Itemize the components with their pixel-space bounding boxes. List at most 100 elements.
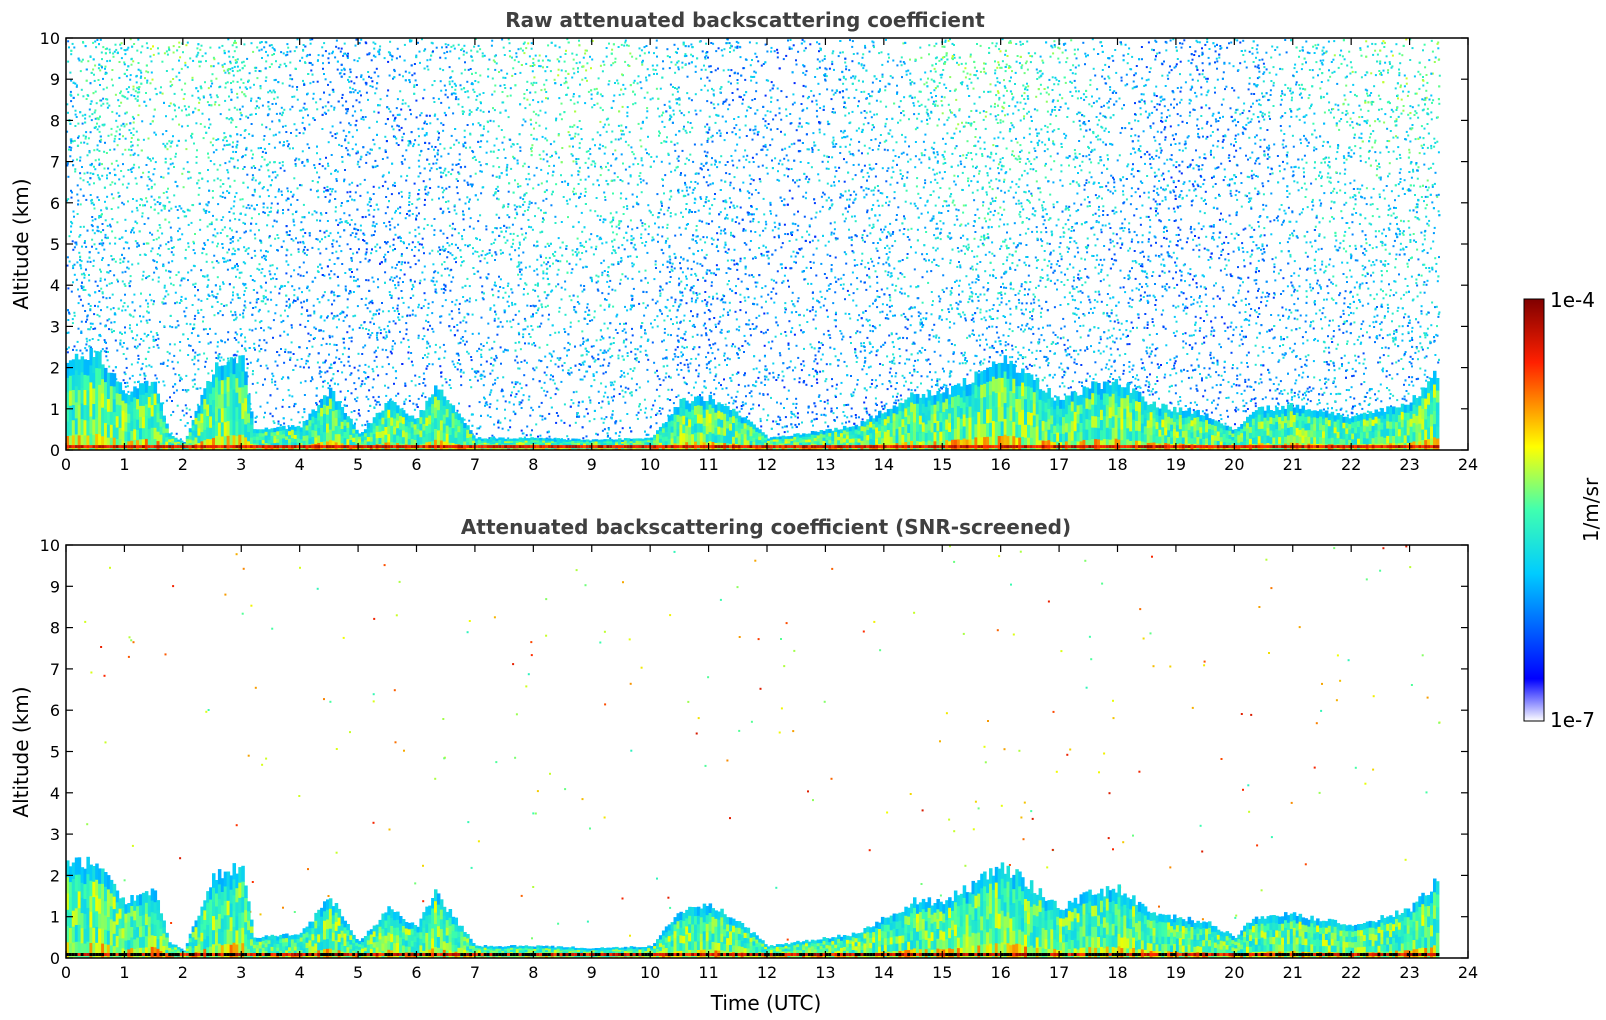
noise-pixel [1148, 333, 1151, 336]
noise-pixel [77, 122, 80, 125]
noise-pixel [450, 268, 453, 271]
noise-pixel [1277, 383, 1280, 386]
noise-pixel [1420, 305, 1423, 308]
noise-pixel [670, 170, 673, 173]
noise-pixel [171, 68, 174, 71]
noise-pixel [1283, 133, 1286, 135]
noise-pixel [1266, 291, 1269, 294]
noise-pixel [903, 384, 906, 387]
noise-pixel [70, 189, 72, 192]
noise-pixel [1331, 216, 1334, 218]
noise-pixel [726, 42, 729, 45]
noise-pixel [513, 386, 516, 389]
noise-pixel [748, 174, 751, 177]
noise-pixel [826, 399, 829, 402]
noise-pixel [249, 86, 252, 89]
noise-pixel [714, 323, 717, 326]
noise-pixel [1177, 400, 1180, 403]
noise-pixel [1324, 51, 1327, 54]
noise-pixel [806, 97, 809, 100]
noise-pixel [301, 306, 304, 309]
noise-pixel [677, 340, 680, 343]
noise-pixel [177, 271, 180, 274]
noise-pixel [229, 242, 232, 244]
noise-pixel [531, 409, 534, 412]
noise-pixel [751, 407, 754, 410]
noise-pixel [930, 219, 933, 222]
noise-pixel [102, 46, 105, 49]
noise-pixel [455, 96, 458, 99]
noise-pixel [983, 238, 986, 241]
noise-pixel [1026, 322, 1029, 325]
noise-pixel [599, 165, 602, 168]
noise-pixel [177, 324, 180, 327]
noise-pixel [178, 106, 180, 109]
noise-pixel [390, 193, 393, 196]
noise-pixel [1228, 160, 1231, 162]
noise-pixel [765, 79, 768, 82]
noise-pixel [89, 260, 92, 263]
noise-pixel [288, 298, 290, 301]
noise-pixel [1321, 260, 1324, 263]
noise-pixel [765, 331, 767, 334]
noise-pixel [850, 283, 853, 286]
noise-pixel [398, 73, 401, 76]
noise-pixel [828, 208, 831, 211]
noise-pixel [1161, 120, 1164, 123]
noise-pixel [742, 166, 745, 169]
noise-pixel [979, 70, 982, 73]
noise-pixel [368, 152, 371, 155]
noise-pixel [1004, 114, 1006, 117]
noise-pixel [678, 109, 681, 112]
noise-pixel [932, 335, 935, 338]
noise-pixel [1170, 402, 1173, 405]
noise-pixel [885, 139, 888, 142]
noise-pixel [586, 62, 589, 65]
noise-pixel [421, 271, 424, 274]
noise-pixel [1297, 189, 1300, 192]
noise-pixel [783, 386, 786, 389]
noise-pixel [1045, 100, 1048, 103]
noise-pixel [66, 256, 69, 259]
noise-pixel [669, 215, 672, 218]
noise-pixel [583, 285, 586, 287]
noise-pixel [281, 285, 284, 288]
noise-pixel [1165, 289, 1168, 292]
noise-pixel [557, 414, 560, 417]
noise-pixel [945, 200, 948, 203]
noise-pixel [312, 304, 315, 307]
noise-pixel [977, 140, 980, 143]
noise-pixel [364, 303, 367, 306]
noise-pixel [787, 175, 789, 178]
noise-pixel [73, 263, 76, 266]
noise-pixel [68, 148, 70, 151]
noise-pixel [1310, 103, 1313, 106]
noise-pixel [343, 42, 346, 45]
noise-pixel [941, 387, 943, 390]
noise-pixel [920, 212, 923, 215]
noise-pixel [334, 190, 337, 193]
noise-pixel [789, 39, 792, 41]
noise-pixel [1261, 398, 1264, 401]
noise-pixel [218, 104, 221, 107]
noise-pixel [1434, 257, 1437, 260]
noise-pixel [290, 341, 293, 344]
noise-pixel [697, 353, 700, 356]
noise-pixel [440, 288, 443, 291]
noise-pixel [1036, 132, 1039, 135]
noise-pixel [561, 181, 564, 183]
noise-pixel [887, 82, 890, 85]
noise-pixel [1100, 300, 1103, 303]
noise-pixel [463, 228, 466, 231]
noise-pixel [667, 152, 670, 155]
noise-pixel [494, 284, 497, 287]
noise-pixel [523, 193, 526, 196]
noise-pixel [973, 362, 976, 365]
noise-pixel [862, 53, 865, 56]
noise-pixel [1395, 135, 1397, 138]
noise-pixel [1038, 70, 1041, 73]
noise-pixel [324, 78, 327, 81]
noise-pixel [924, 133, 927, 136]
noise-pixel [1297, 274, 1300, 277]
noise-pixel [443, 189, 446, 192]
